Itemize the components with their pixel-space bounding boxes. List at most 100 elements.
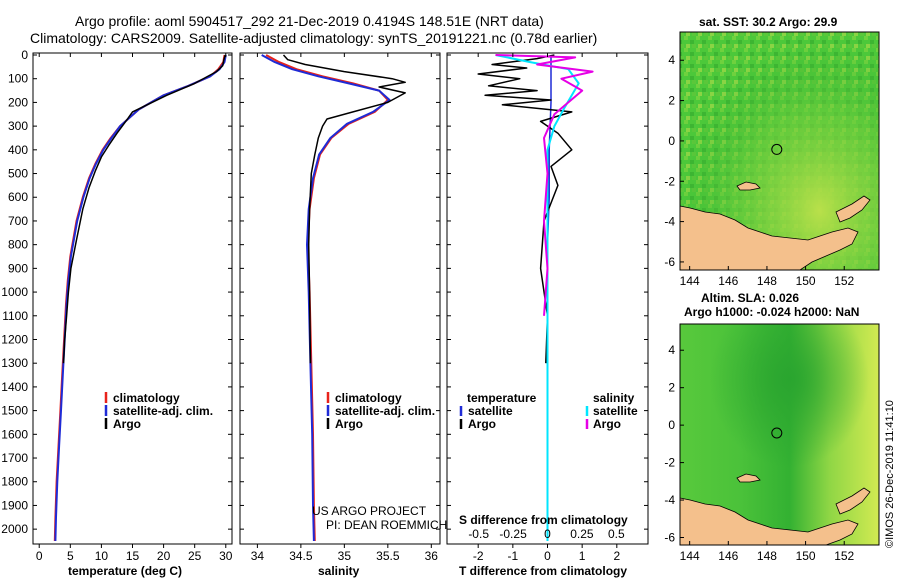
sla-map-frame [679, 323, 880, 546]
difference-x-ticks: -2 -1 0 1 2 [473, 53, 620, 563]
salinity-legend: climatology satellite-adj. clim. Argo [326, 391, 435, 431]
x-tick-label: 10 [95, 549, 109, 563]
map-x-tick-label: 150 [796, 549, 816, 563]
x-tick-label: -2 [473, 549, 484, 563]
depth-tick-label: 700 [8, 214, 28, 228]
map-y-tick-label: 2 [668, 381, 675, 395]
x-tick-label: 20 [157, 549, 171, 563]
series-line-satellite-adj-clim [261, 54, 391, 542]
x-tick-label: 25 [188, 549, 202, 563]
x-tick-label: 35.5 [376, 549, 400, 563]
depth-tick-label: 2000 [1, 522, 28, 536]
temperature-legend: climatology satellite-adj. clim. Argo [104, 391, 213, 431]
figure-title-line2: Climatology: CARS2009. Satellite-adjuste… [30, 30, 597, 46]
difference-legend: temperature salinity satellite Argo sate… [459, 391, 638, 431]
map-x-tick-label: 152 [834, 549, 854, 563]
series-line-argo [495, 54, 594, 316]
depth-tick-label: 600 [8, 190, 28, 204]
map-x-tick-label: 148 [757, 549, 777, 563]
depth-tick-label: 1400 [1, 380, 28, 394]
s-diff-tick-label: -0.5 [468, 527, 489, 541]
s-diff-tick-label: -0.25 [499, 527, 527, 541]
x-tick-label: 30 [219, 549, 233, 563]
difference-s-label: S difference from climatology [459, 513, 628, 527]
imos-timestamp: ©IMOS 26-Dec-2019 11:41:10 [884, 400, 896, 548]
depth-tick-label: 1700 [1, 451, 28, 465]
difference-series [477, 54, 594, 541]
sst-map-frame [679, 31, 880, 271]
map-y-tick-label: 4 [668, 343, 675, 357]
figure-title-line1: Argo profile: aoml 5904517_292 21-Dec-20… [75, 13, 544, 29]
sla-map-float-marker [771, 427, 783, 439]
map-x-tick-label: 144 [680, 549, 700, 563]
map-y-tick-label: -6 [664, 255, 675, 269]
legend-label-t-satellite: satellite [468, 404, 513, 418]
depth-tick-label: 1300 [1, 356, 28, 370]
sla-map-new-britain-land [835, 487, 871, 515]
sla-map-manus-island [736, 473, 761, 483]
project-credit-line2: PI: DEAN ROEMMICH [326, 518, 447, 532]
salinity-x-label: salinity [318, 564, 360, 578]
x-tick-label: 35 [338, 549, 352, 563]
x-tick-label: 5 [67, 549, 74, 563]
s-diff-tick-label: 0.5 [608, 527, 625, 541]
legend-label-s-satellite: satellite [593, 404, 638, 418]
depth-tick-label: 1100 [2, 309, 28, 323]
x-tick-label: 34.5 [289, 549, 313, 563]
x-tick-label: 34 [251, 549, 265, 563]
map-y-tick-label: -4 [664, 493, 675, 507]
series-line-argo [282, 54, 406, 364]
sst-map-title: sat. SST: 30.2 Argo: 29.9 [699, 15, 838, 29]
sst-map: 144 146 148 150 152 -6 -4 -2 0 2 4 [664, 31, 880, 288]
depth-tick-label: 1500 [1, 404, 28, 418]
legend-label-climatology: climatology [335, 391, 402, 405]
salinity-series [261, 54, 406, 542]
depth-tick-label: 900 [8, 261, 28, 275]
temperature-series [53, 54, 227, 542]
map-y-tick-label: -2 [664, 456, 675, 470]
legend-label-s-argo: Argo [593, 417, 621, 431]
map-x-tick-label: 152 [834, 274, 854, 288]
series-line-climatology [265, 54, 389, 542]
x-tick-label: -1 [508, 549, 519, 563]
map-y-tick-label: -2 [664, 174, 675, 188]
legend-title-salinity: salinity [593, 391, 635, 405]
sst-map-ticks: 144 146 148 150 152 -6 -4 -2 0 2 4 [664, 53, 854, 288]
depth-tick-label: 200 [8, 95, 28, 109]
temperature-x-ticks: 0 5 10 15 20 25 30 [36, 53, 233, 563]
legend-label-satellite: satellite-adj. clim. [335, 404, 435, 418]
series-line-argo [62, 54, 226, 364]
depth-tick-label: 1000 [1, 285, 28, 299]
sst-map-manus-island [736, 181, 761, 191]
project-credit-line1: US ARGO PROJECT [312, 504, 427, 518]
legend-label-t-argo: Argo [468, 417, 496, 431]
series-line-satellite-adj-clim [54, 54, 227, 542]
salinity-panel-frame [239, 52, 441, 545]
map-y-tick-label: 2 [668, 94, 675, 108]
difference-x-label: T difference from climatology [459, 564, 627, 578]
depth-tick-label: 1800 [1, 475, 28, 489]
series-line-argo [477, 54, 573, 364]
x-tick-label: 15 [126, 549, 140, 563]
depth-tick-label: 1900 [1, 498, 28, 512]
difference-s-ticks: -0.5 -0.25 0 0.25 0.5 [468, 527, 625, 541]
map-y-tick-label: 0 [668, 134, 675, 148]
depth-tick-label: 100 [8, 72, 28, 86]
s-diff-tick-label: 0 [544, 527, 551, 541]
sst-map-new-guinea-land [679, 205, 859, 271]
sla-map-ticks: 144 146 148 150 152 -6 -4 -2 0 2 4 [664, 343, 854, 563]
series-line-satellite [495, 54, 580, 541]
salinity-x-ticks: 34 34.5 35 35.5 36 [251, 53, 439, 563]
map-y-tick-label: 0 [668, 418, 675, 432]
temperature-panel-frame [32, 52, 233, 545]
depth-tick-label: 500 [8, 167, 28, 181]
legend-label-argo: Argo [335, 417, 363, 431]
map-x-tick-label: 146 [718, 549, 738, 563]
map-y-tick-label: -4 [664, 215, 675, 229]
legend-label-argo: Argo [113, 417, 141, 431]
map-x-tick-label: 146 [718, 274, 738, 288]
x-tick-label: 2 [613, 549, 620, 563]
depth-tick-label: 0 [21, 48, 28, 62]
x-tick-label: 36 [425, 549, 439, 563]
